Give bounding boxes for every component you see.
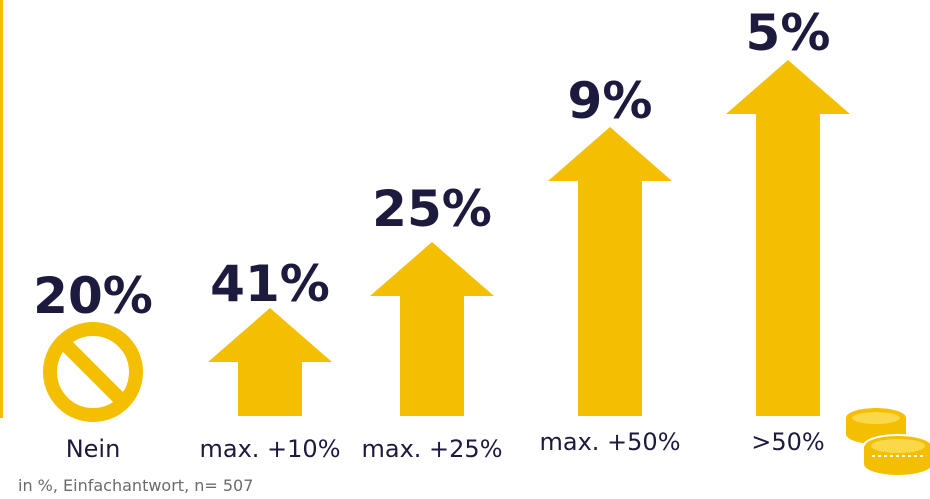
category-label: Nein xyxy=(66,435,121,463)
no-sign-icon xyxy=(43,322,143,422)
arrow-up-icon xyxy=(208,308,332,416)
value-label: 41% xyxy=(210,255,330,313)
arrow-up-icon xyxy=(726,60,850,416)
value-label: 20% xyxy=(33,267,153,325)
chart-marks: 20% Nein 41% max. +10% 25% max. +25% 9% max. +5… xyxy=(33,4,850,463)
coins-icon xyxy=(846,408,930,475)
left-accent-rule xyxy=(0,0,3,418)
value-label: 5% xyxy=(746,4,831,62)
footnote: in %, Einfachantwort, n= 507 xyxy=(18,476,254,495)
value-label: 25% xyxy=(372,180,492,238)
arrow-up-icon xyxy=(370,242,494,416)
category-label: max. +10% xyxy=(200,435,341,463)
category-label: max. +50% xyxy=(540,428,681,456)
no-sign-slash xyxy=(59,338,127,406)
value-label: 9% xyxy=(568,72,653,130)
category-label: >50% xyxy=(751,428,824,456)
category-label: max. +25% xyxy=(362,435,503,463)
arrow-up-icon xyxy=(548,127,672,416)
